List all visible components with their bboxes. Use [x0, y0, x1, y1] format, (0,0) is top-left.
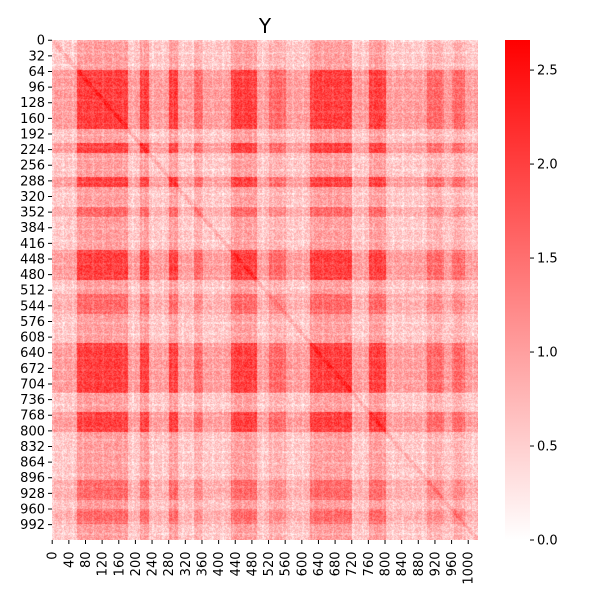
x-tick-label: 880 — [412, 552, 427, 577]
y-tick-label: 0 — [37, 34, 45, 49]
colorbar-tick-label: 2.0 — [537, 158, 558, 173]
x-tick-label: 520 — [262, 552, 277, 577]
colorbar-tick-label: 2.5 — [537, 64, 558, 79]
chart-title: Y — [258, 14, 272, 38]
colorbar-axis: 0.0 0.5 1.0 1.5 2.0 2.5 — [530, 64, 558, 549]
y-tick-label: 928 — [20, 487, 45, 502]
y-tick-label: 512 — [20, 284, 45, 299]
x-axis: 0 40 80 120 160 200 240 280 320 360 400 440 480 520 56… — [46, 540, 477, 585]
y-tick-label: 384 — [20, 221, 45, 236]
x-tick-label: 0 — [46, 552, 61, 560]
y-tick-label: 544 — [20, 299, 45, 314]
x-tick-label: 1000 — [462, 552, 477, 585]
y-tick-label: 576 — [20, 315, 45, 330]
x-tick-label: 960 — [445, 552, 460, 577]
y-tick-label: 320 — [20, 190, 45, 205]
y-tick-label: 64 — [28, 65, 45, 80]
x-tick-label: 560 — [279, 552, 294, 577]
x-tick-label: 280 — [162, 552, 177, 577]
colorbar-tick-label: 0.0 — [537, 534, 558, 549]
x-tick-label: 240 — [146, 552, 161, 577]
y-tick-label: 480 — [20, 268, 45, 283]
y-tick-label: 640 — [20, 346, 45, 361]
x-tick-label: 720 — [345, 552, 360, 577]
x-tick-label: 920 — [428, 552, 443, 577]
colorbar-tick-label: 1.5 — [537, 252, 558, 267]
x-tick-label: 800 — [379, 552, 394, 577]
x-tick-label: 600 — [295, 552, 310, 577]
y-tick-label: 288 — [20, 174, 45, 189]
x-tick-label: 360 — [195, 552, 210, 577]
y-tick-label: 800 — [20, 424, 45, 439]
x-tick-label: 120 — [96, 552, 111, 577]
y-tick-label: 352 — [20, 206, 45, 221]
heatmap-image — [52, 40, 478, 540]
x-tick-label: 40 — [62, 552, 77, 569]
x-tick-label: 840 — [395, 552, 410, 577]
y-tick-label: 960 — [20, 502, 45, 517]
y-tick-label: 992 — [20, 518, 45, 533]
y-tick-label: 768 — [20, 409, 45, 424]
y-tick-label: 160 — [20, 112, 45, 127]
x-tick-label: 440 — [229, 552, 244, 577]
y-tick-label: 736 — [20, 393, 45, 408]
y-tick-label: 416 — [20, 237, 45, 252]
colorbar — [505, 40, 530, 540]
y-tick-label: 864 — [20, 456, 45, 471]
y-tick-label: 608 — [20, 331, 45, 346]
x-tick-label: 200 — [129, 552, 144, 577]
x-tick-label: 400 — [212, 552, 227, 577]
heatmap-area — [52, 40, 478, 540]
y-tick-label: 704 — [20, 377, 45, 392]
y-tick-label: 192 — [20, 127, 45, 142]
y-tick-label: 256 — [20, 159, 45, 174]
x-tick-label: 680 — [329, 552, 344, 577]
x-tick-label: 640 — [312, 552, 327, 577]
y-tick-label: 224 — [20, 143, 45, 158]
y-tick-label: 96 — [28, 81, 45, 96]
x-tick-label: 320 — [179, 552, 194, 577]
colorbar-gradient — [505, 40, 530, 540]
y-tick-label: 128 — [20, 96, 45, 111]
x-tick-label: 80 — [79, 552, 94, 569]
y-axis: 0326496128160192224256288320352384416448… — [20, 34, 52, 533]
colorbar-tick-label: 0.5 — [537, 440, 558, 455]
y-tick-label: 672 — [20, 362, 45, 377]
x-tick-label: 480 — [245, 552, 260, 577]
y-tick-label: 896 — [20, 471, 45, 486]
x-tick-label: 160 — [112, 552, 127, 577]
x-tick-label: 760 — [362, 552, 377, 577]
y-tick-label: 448 — [20, 252, 45, 267]
y-tick-label: 832 — [20, 440, 45, 455]
y-tick-label: 32 — [28, 49, 45, 64]
colorbar-tick-label: 1.0 — [537, 346, 558, 361]
